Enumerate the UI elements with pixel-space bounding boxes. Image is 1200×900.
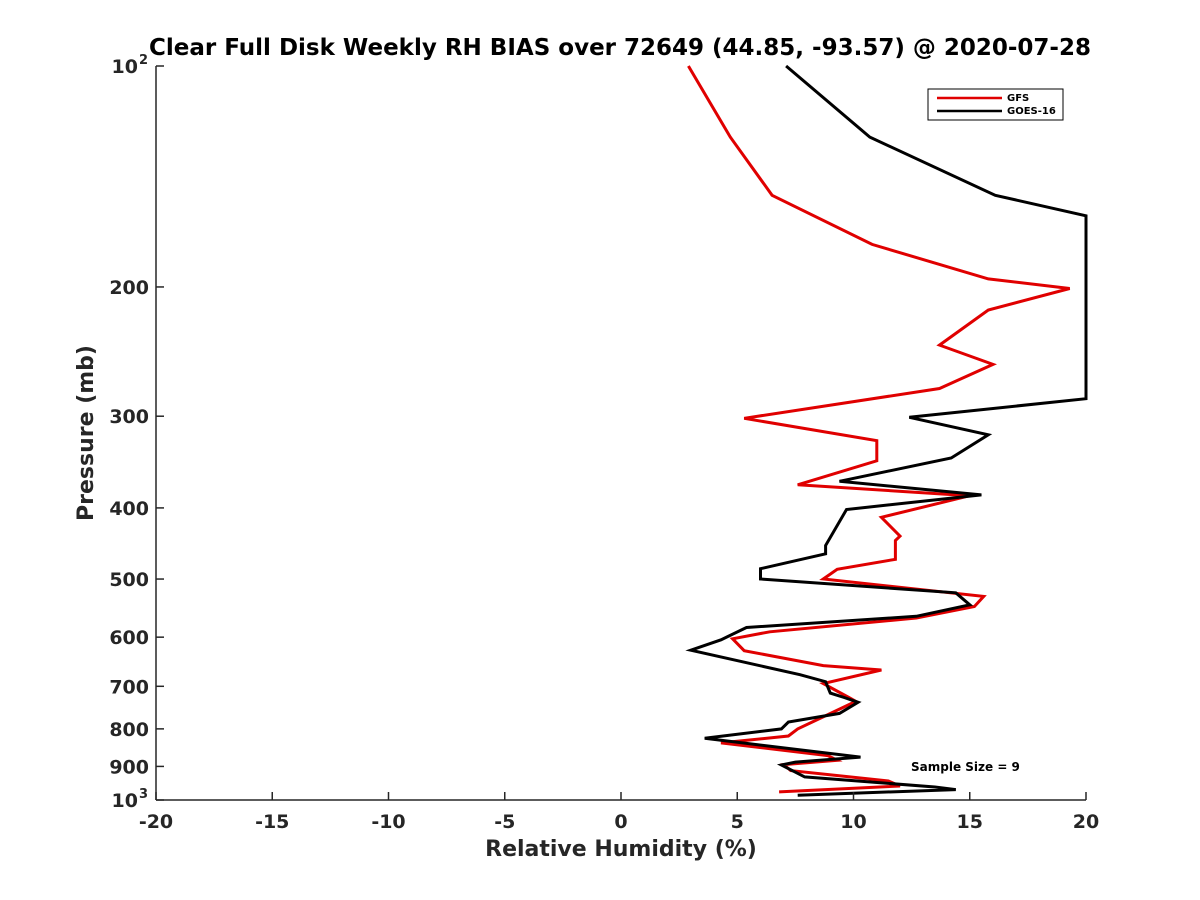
y-tick-label: 400	[109, 498, 149, 520]
x-tick-label: 0	[614, 811, 627, 833]
sample-size-annotation: Sample Size = 9	[911, 760, 1020, 774]
x-tick-label: -15	[255, 811, 289, 833]
x-tick-label: -5	[494, 811, 515, 833]
legend: GFS GOES-16	[927, 88, 1064, 121]
plot-area	[156, 66, 1086, 800]
x-axis-label: Relative Humidity (%)	[485, 837, 757, 862]
x-tick-label: -20	[139, 811, 173, 833]
x-tick-label: -10	[371, 811, 405, 833]
x-tick-label: 10	[840, 811, 866, 833]
chart-title: Clear Full Disk Weekly RH BIAS over 7264…	[149, 35, 1091, 61]
plot-frame	[156, 66, 1086, 800]
x-ticks: -20 -15 -10 -5 0 5 10 15 20	[139, 792, 1099, 833]
series-line-goes-16	[685, 64, 1088, 797]
legend-box	[927, 88, 1064, 121]
y-tick-exponent: 2	[139, 53, 148, 68]
x-tick-label: 5	[731, 811, 744, 833]
y-tick-label: 700	[109, 676, 149, 698]
x-tick-label: 20	[1073, 811, 1099, 833]
legend-label-gfs: GFS	[1007, 93, 1029, 104]
y-tick-label: 500	[109, 569, 149, 591]
y-tick-label: 600	[109, 627, 149, 649]
y-axis-label: Pressure (mb)	[74, 345, 99, 521]
y-tick-label: 800	[109, 719, 149, 741]
y-tick-label: 300	[109, 406, 149, 428]
legend-label-goes-16: GOES-16	[1007, 106, 1056, 117]
y-tick-label: 10	[112, 56, 138, 78]
series-layer	[685, 64, 1088, 797]
y-tick-label: 900	[109, 756, 149, 778]
x-tick-label: 15	[957, 811, 983, 833]
series-line-gfs	[687, 65, 1071, 794]
y-tick-label: 10	[112, 790, 138, 812]
y-tick-exponent: 3	[139, 787, 148, 802]
y-tick-label: 200	[109, 277, 149, 299]
